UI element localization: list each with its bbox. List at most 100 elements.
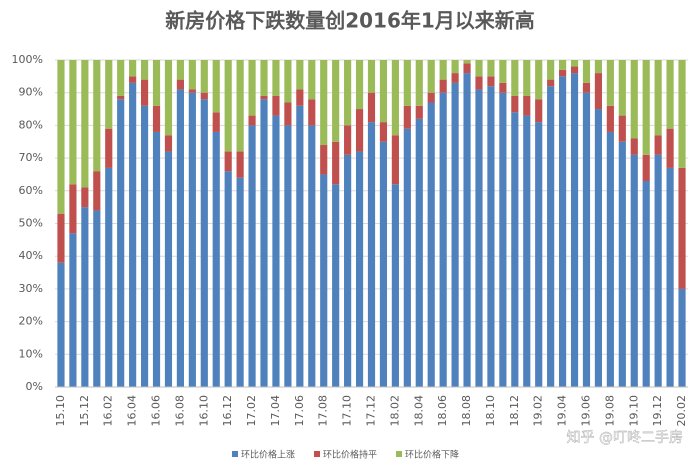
x-tick-label: 18.06 (436, 395, 449, 427)
bar-segment (487, 60, 495, 77)
bar-segment (415, 105, 423, 119)
bar-segment (260, 99, 268, 388)
x-tick-label: 15.10 (54, 395, 67, 427)
bar-segment (272, 60, 280, 96)
bar-segment (427, 92, 435, 103)
bar-segment (582, 60, 591, 83)
bar-segment (630, 154, 638, 387)
bar-segment (403, 60, 411, 106)
bar-segment (523, 95, 531, 116)
y-tick-label: 10% (19, 347, 43, 360)
x-tick-label: 16.04 (126, 395, 139, 427)
legend-swatch (396, 451, 403, 457)
bar-segment (379, 60, 388, 123)
x-tick-label: 15.12 (78, 395, 91, 427)
bar-segment (81, 187, 89, 208)
bar-segment (140, 60, 149, 80)
bar-segment (403, 128, 411, 388)
bar-segment (463, 73, 471, 387)
bar-segment (296, 105, 304, 387)
bar-segment (415, 118, 423, 388)
x-tick-label: 18.08 (460, 395, 473, 427)
bar-segment (355, 151, 364, 387)
bar-segment (344, 60, 352, 126)
chart-title: 新房价格下跌数量创2016年1月以来新高 (165, 9, 535, 33)
bar-segment (344, 125, 352, 155)
bar-segment (176, 60, 184, 80)
bar-segment (666, 167, 674, 387)
bar-segment (391, 135, 399, 185)
bar-segment (69, 60, 77, 185)
bar-segment (129, 60, 137, 77)
x-tick-label: 16.02 (102, 395, 115, 427)
legend-swatch (232, 451, 238, 457)
y-tick-label: 30% (19, 282, 43, 295)
bar-segment (284, 125, 292, 388)
bar-segment (248, 115, 256, 126)
x-tick-label: 19.04 (556, 395, 569, 427)
bar-segment (654, 154, 662, 387)
bar-segment (439, 60, 447, 80)
x-tick-label: 19.06 (579, 395, 592, 427)
bar-segment (475, 76, 483, 90)
bar-segment (511, 112, 519, 387)
bar-segment (367, 122, 376, 387)
bar-segment (296, 89, 304, 106)
bar-segment (320, 60, 328, 146)
y-tick-label: 90% (19, 86, 43, 99)
bar-segment (391, 60, 399, 136)
bar-segment (570, 60, 579, 67)
bar-segment (391, 184, 399, 387)
y-tick-label: 70% (19, 151, 43, 164)
bar-segment (439, 92, 447, 387)
bar-segment (93, 60, 101, 172)
bar-segment (355, 109, 364, 152)
x-tick-label: 19.02 (532, 395, 545, 427)
bar-segment (654, 135, 662, 155)
bar-segment (200, 92, 208, 100)
bar-segment (678, 167, 686, 289)
bar-segment (224, 151, 232, 172)
bar-segment (475, 89, 483, 388)
x-tick-label: 16.10 (197, 395, 210, 427)
bar-segment (93, 210, 101, 387)
bar-segment (81, 207, 89, 387)
bar-segment (535, 99, 543, 123)
bar-segment (344, 154, 352, 387)
bar-segment (618, 115, 626, 142)
bar-segment (260, 95, 268, 100)
bar-segment (427, 60, 435, 93)
legend-swatch (314, 451, 321, 457)
x-tick-label: 19.12 (651, 395, 664, 427)
bar-segment (678, 288, 686, 387)
x-tick-label: 17.02 (245, 395, 258, 427)
bar-segment (332, 184, 340, 387)
bar-segment (451, 73, 459, 83)
x-tick-label: 19.08 (603, 395, 616, 427)
bar-segment (427, 102, 435, 387)
bar-segment (463, 63, 471, 74)
bar-segment (152, 60, 161, 106)
bar-segment (415, 60, 423, 106)
y-tick-label: 100% (12, 53, 43, 66)
bar-segment (69, 233, 77, 387)
bar-segment (188, 60, 196, 90)
bar-segment (224, 171, 232, 387)
bar-segment (355, 60, 364, 110)
bar-segment (176, 89, 184, 388)
bar-segment (678, 60, 686, 168)
bar-segment (200, 99, 208, 388)
bar-segment (582, 92, 591, 387)
x-tick-label: 17.12 (365, 395, 378, 427)
bar-segment (451, 82, 459, 387)
bar-segment (69, 184, 77, 234)
bar-segment (212, 112, 220, 132)
bar-segment (666, 128, 674, 168)
bar-segment (487, 76, 495, 87)
y-tick-label: 40% (19, 249, 43, 262)
bar-segment (547, 79, 555, 87)
y-tick-label: 0% (26, 380, 43, 393)
bar-segment (499, 82, 507, 93)
bar-segment (547, 60, 555, 80)
bar-segment (284, 60, 292, 103)
